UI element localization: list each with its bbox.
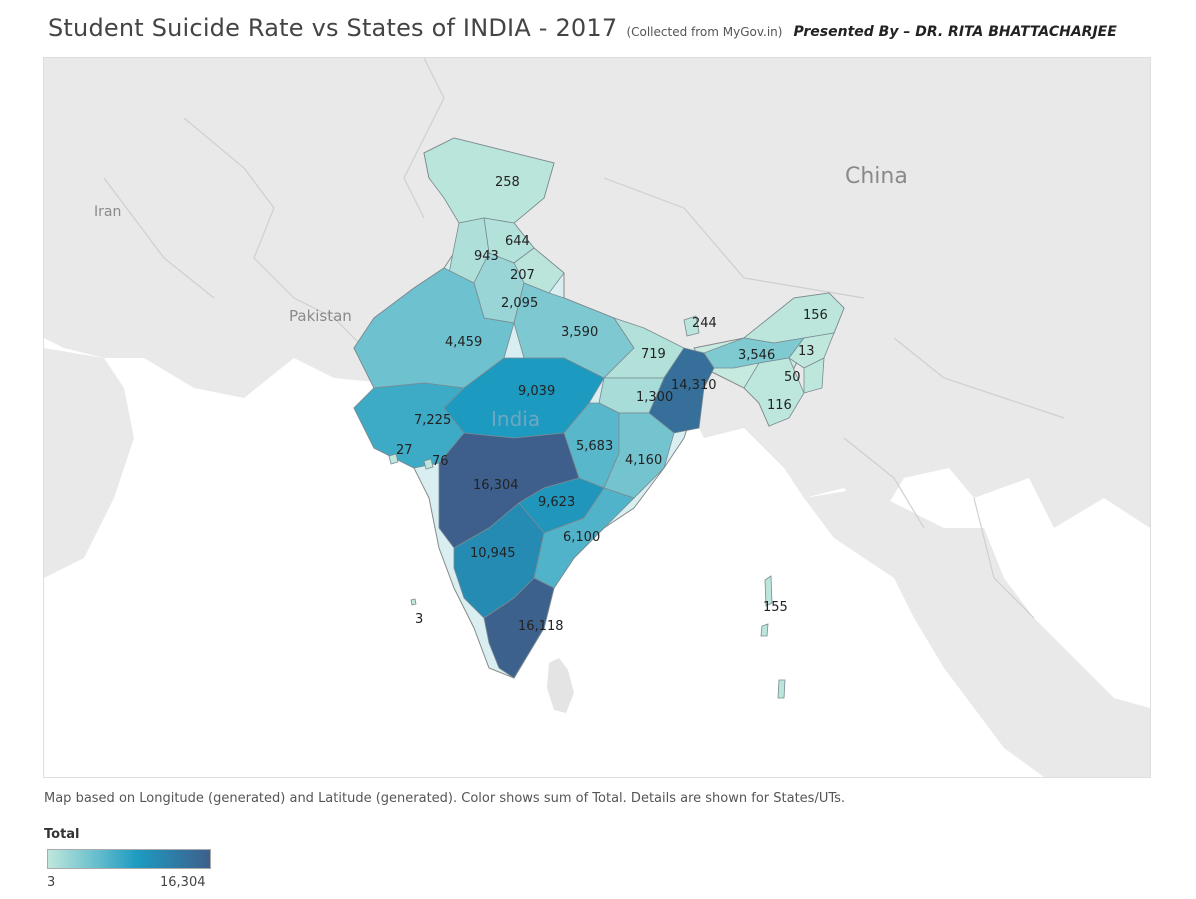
border-lines [103,58,1065,619]
region-lakshadweep [410,598,417,606]
region-value-label: 14,310 [671,378,717,393]
region-value-label: 116 [767,398,792,413]
region-manipur [803,357,825,394]
region-dadra-nagar-haveli [423,458,434,470]
region-value-label: 244 [692,316,717,331]
map-caption: Map based on Longitude (generated) and L… [44,791,846,806]
region-value-label: 719 [641,347,666,362]
region-value-label: 5,683 [576,439,613,454]
sri-lanka [547,658,574,713]
region-sikkim [683,315,700,337]
title-text: Student Suicide Rate vs States of INDIA … [48,14,618,42]
region-value-label: 10,945 [470,546,516,561]
region-value-label: 6,100 [563,530,600,545]
region-value-label: 16,304 [473,478,519,493]
region-daman-diu [388,453,399,465]
region-value-label: 9,623 [538,495,575,510]
region-mizoram-tripura [743,357,805,427]
region-value-label: 3,590 [561,325,598,340]
region-value-label: 3,546 [738,348,775,363]
region-odisha [603,412,675,499]
title-source: (Collected from MyGov.in) [626,25,783,39]
region-value-label: 50 [784,370,801,385]
region-value-label: 76 [432,454,449,469]
region-value-label: 4,160 [625,453,662,468]
region-andaman-nicobar [760,575,786,699]
map-svg[interactable]: India 258 644 943 207 2,095 4,459 3,590 244 156 7… [44,58,1150,777]
region-value-label: 1,300 [636,390,673,405]
land-mass-north [44,58,1150,528]
map-title: Student Suicide Rate vs States of INDIA … [48,14,1117,42]
legend-max-label: 16,304 [160,875,206,890]
region-value-label: 16,118 [518,619,564,634]
country-label-pakistan: Pakistan [289,307,352,325]
region-rajasthan [353,267,515,389]
country-label-china: China [845,164,908,189]
state-labels: 258 644 943 207 2,095 4,459 3,590 244 156 719 3,54… [396,175,828,634]
region-value-label: 27 [396,443,413,458]
region-value-label: 9,039 [518,384,555,399]
country-label-india: India [491,407,540,431]
country-label-iran: Iran [94,204,122,220]
region-value-label: 4,459 [445,335,482,350]
land-mass-southeast-asia [804,488,1150,777]
region-value-label: 13 [798,344,815,359]
legend-min-label: 3 [47,875,56,890]
region-value-label: 7,225 [414,413,451,428]
arabia-land [44,348,134,578]
region-tamil-nadu [483,577,555,679]
legend-color-ramp [47,849,211,869]
title-author: Presented By – DR. RITA BHATTACHARJEE [793,24,1117,40]
region-value-label: 258 [495,175,520,190]
map-view[interactable]: India 258 644 943 207 2,095 4,459 3,590 244 156 7… [43,57,1151,778]
region-value-label: 2,095 [501,296,538,311]
region-value-label: 155 [763,600,788,615]
region-value-label: 156 [803,308,828,323]
region-value-label: 943 [474,249,499,264]
region-nagaland [788,332,835,369]
region-value-label: 207 [510,268,535,283]
region-value-label: 644 [505,234,530,249]
region-value-label: 3 [415,612,423,627]
legend-title: Total [44,827,80,842]
